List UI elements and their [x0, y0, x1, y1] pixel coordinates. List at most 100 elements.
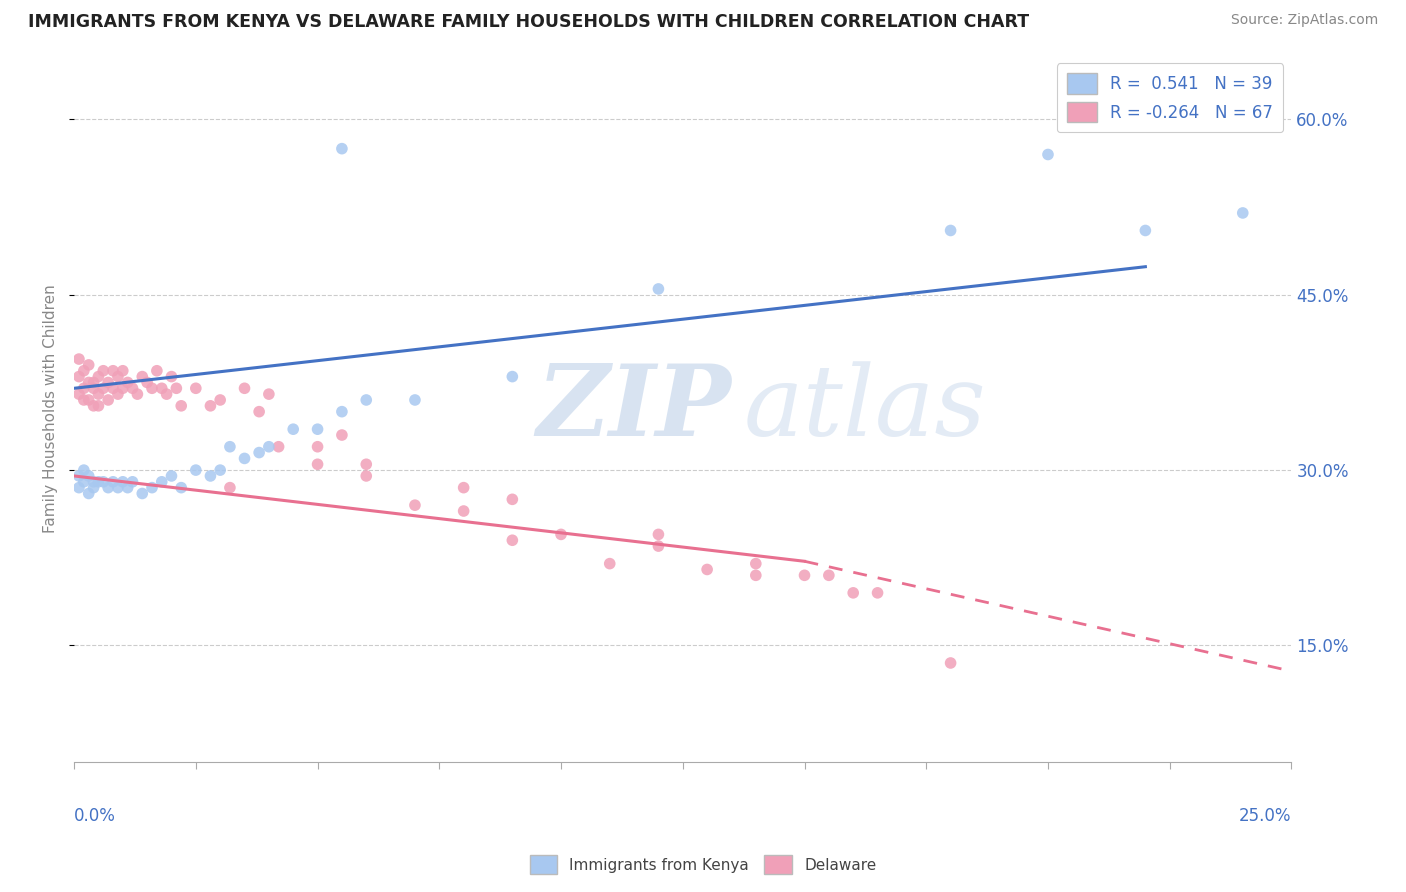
Point — [121, 381, 143, 395]
Point — [73, 364, 96, 378]
Point — [83, 381, 105, 395]
Point — [150, 381, 173, 395]
Point — [97, 392, 120, 407]
Point — [87, 475, 110, 489]
Point — [101, 381, 124, 395]
Point — [330, 405, 353, 419]
Point — [745, 557, 768, 571]
Point — [267, 440, 290, 454]
Point — [77, 486, 100, 500]
Point — [83, 376, 105, 390]
Text: ZIP: ZIP — [537, 360, 731, 457]
Point — [647, 282, 669, 296]
Point — [200, 469, 222, 483]
Text: 25.0%: 25.0% — [1239, 806, 1292, 825]
Point — [247, 405, 270, 419]
Text: atlas: atlas — [744, 361, 987, 457]
Legend: R =  0.541   N = 39, R = -0.264   N = 67: R = 0.541 N = 39, R = -0.264 N = 67 — [1057, 63, 1284, 133]
Point — [233, 381, 256, 395]
Point — [77, 358, 100, 372]
Point — [599, 557, 621, 571]
Point — [67, 469, 90, 483]
Text: IMMIGRANTS FROM KENYA VS DELAWARE FAMILY HOUSEHOLDS WITH CHILDREN CORRELATION CH: IMMIGRANTS FROM KENYA VS DELAWARE FAMILY… — [28, 13, 1029, 31]
Point — [87, 387, 110, 401]
Point — [67, 369, 90, 384]
Point — [91, 364, 114, 378]
Point — [1135, 223, 1157, 237]
Point — [107, 387, 129, 401]
Point — [404, 498, 426, 512]
Point — [184, 381, 207, 395]
Point — [404, 392, 426, 407]
Point — [117, 376, 139, 390]
Point — [107, 481, 129, 495]
Point — [83, 481, 105, 495]
Point — [307, 440, 329, 454]
Point — [257, 440, 280, 454]
Point — [219, 481, 242, 495]
Point — [696, 562, 718, 576]
Point — [67, 387, 90, 401]
Point — [233, 451, 256, 466]
Point — [111, 475, 134, 489]
Point — [160, 469, 183, 483]
Point — [170, 481, 193, 495]
Point — [170, 399, 193, 413]
Point — [141, 481, 163, 495]
Point — [141, 381, 163, 395]
Point — [745, 568, 768, 582]
Point — [77, 392, 100, 407]
Point — [307, 457, 329, 471]
Text: 0.0%: 0.0% — [75, 806, 115, 825]
Point — [354, 457, 377, 471]
Point — [136, 376, 159, 390]
Point — [219, 440, 242, 454]
Point — [111, 381, 134, 395]
Point — [127, 387, 149, 401]
Point — [501, 492, 523, 507]
Point — [209, 463, 232, 477]
Point — [77, 376, 100, 390]
Point — [283, 422, 305, 436]
Point — [354, 469, 377, 483]
Point — [83, 475, 105, 489]
Point — [501, 369, 523, 384]
Point — [111, 364, 134, 378]
Point — [73, 463, 96, 477]
Point — [117, 481, 139, 495]
Point — [67, 481, 90, 495]
Point — [501, 533, 523, 548]
Y-axis label: Family Households with Children: Family Households with Children — [44, 285, 58, 533]
Point — [200, 399, 222, 413]
Point — [101, 364, 124, 378]
Point — [330, 428, 353, 442]
Point — [131, 486, 153, 500]
Point — [146, 364, 169, 378]
Point — [818, 568, 841, 582]
Point — [647, 539, 669, 553]
Point — [307, 422, 329, 436]
Point — [842, 586, 865, 600]
Point — [1036, 147, 1059, 161]
Text: Source: ZipAtlas.com: Source: ZipAtlas.com — [1230, 13, 1378, 28]
Point — [184, 463, 207, 477]
Point — [453, 481, 475, 495]
Point — [73, 381, 96, 395]
Point — [150, 475, 173, 489]
Point — [647, 527, 669, 541]
Point — [939, 656, 962, 670]
Point — [247, 445, 270, 459]
Point — [131, 369, 153, 384]
Point — [77, 469, 100, 483]
Point — [1232, 206, 1254, 220]
Point — [97, 481, 120, 495]
Point — [107, 369, 129, 384]
Point — [209, 392, 232, 407]
Point — [97, 376, 120, 390]
Point — [73, 392, 96, 407]
Point — [91, 475, 114, 489]
Point — [67, 352, 90, 367]
Point — [453, 504, 475, 518]
Point — [156, 387, 179, 401]
Point — [121, 475, 143, 489]
